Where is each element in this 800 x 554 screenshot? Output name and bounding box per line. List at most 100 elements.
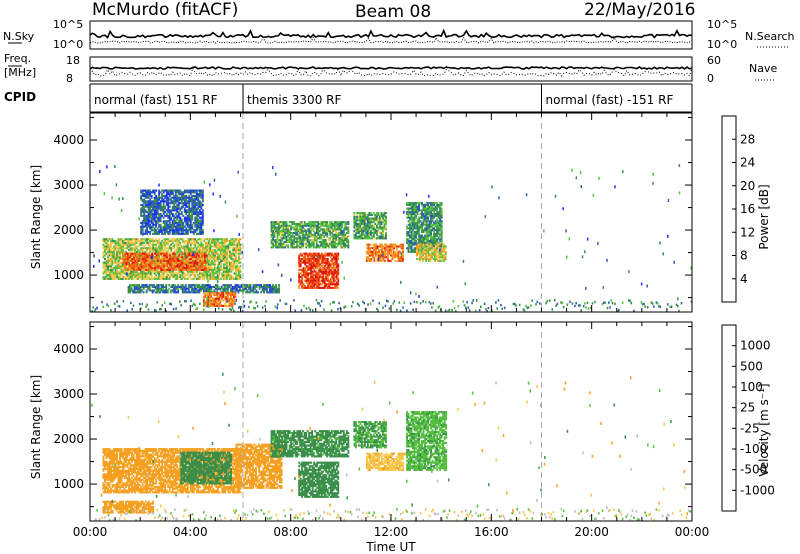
data-cell: [198, 203, 201, 206]
data-cell: [132, 243, 135, 246]
data-cell: [184, 285, 187, 288]
data-cell: [164, 268, 167, 271]
data-cell: [179, 274, 182, 277]
data-cell: [158, 241, 161, 244]
data-cell: [132, 289, 134, 292]
data-cell: [188, 267, 191, 270]
data-cell: [201, 211, 204, 214]
data-cell: [158, 270, 161, 273]
data-cell: [153, 205, 156, 208]
data-cell: [219, 294, 222, 297]
data-cell: [195, 213, 198, 216]
data-cell: [312, 242, 315, 245]
data-cell: [320, 276, 323, 279]
data-cell: [153, 202, 156, 205]
data-cell: [153, 284, 156, 287]
data-cell: [113, 261, 115, 264]
data-cell: [223, 285, 226, 288]
data-cell: [276, 233, 279, 236]
data-cell: [385, 249, 388, 252]
data-cell: [332, 222, 335, 225]
data-cell: [138, 263, 141, 266]
data-cell: [216, 263, 219, 266]
data-cell: [188, 223, 191, 226]
data-cell: [327, 230, 330, 233]
data-cell: [212, 241, 215, 244]
data-cell: [140, 274, 143, 277]
data-cell: [287, 230, 290, 233]
data-cell: [363, 219, 366, 222]
data-cell: [278, 221, 280, 224]
data-cell: [232, 267, 234, 270]
data-cell: [122, 245, 124, 248]
data-cell: [213, 245, 216, 248]
data-cell: [120, 240, 123, 243]
data-cell: [319, 276, 322, 279]
data-cell: [141, 272, 144, 275]
data-cell: [229, 240, 231, 243]
data-cell: [206, 254, 209, 257]
data-cell: [313, 263, 316, 266]
data-cell: [129, 270, 132, 273]
data-cell: [168, 193, 171, 196]
data-cell: [321, 222, 324, 225]
data-cell: [201, 277, 204, 280]
data-cell: [307, 286, 310, 289]
data-cell: [243, 289, 246, 292]
data-cell: [200, 254, 203, 257]
data-cell: [149, 258, 152, 261]
data-cell: [273, 240, 276, 243]
data-cell: [357, 230, 360, 233]
data-cell: [357, 228, 360, 231]
data-cell: [318, 222, 321, 225]
data-cell: [124, 259, 126, 262]
data-cell: [305, 233, 308, 236]
data-cell: [206, 259, 209, 262]
data-cell: [379, 258, 382, 261]
data-cell: [368, 219, 371, 222]
data-cell: [230, 265, 233, 268]
data-cell: [384, 259, 386, 262]
data-cell: [215, 272, 218, 275]
data-cell: [300, 244, 303, 247]
data-cell: [179, 198, 182, 201]
data-cell: [288, 224, 291, 227]
data-cell: [175, 265, 178, 268]
data-cell: [159, 203, 162, 206]
data-cell: [201, 200, 204, 203]
data-cell: [276, 287, 279, 290]
data-cell: [143, 222, 146, 225]
data-cell: [185, 189, 188, 192]
data-cell: [294, 226, 297, 229]
data-cell: [195, 267, 198, 270]
data-cell: [140, 229, 143, 232]
data-cell: [144, 247, 147, 250]
data-cell: [159, 291, 162, 294]
data-cell: [382, 221, 384, 224]
data-cell: [171, 276, 174, 279]
data-cell: [267, 291, 270, 294]
data-cell: [390, 252, 392, 255]
data-cell: [153, 216, 156, 219]
data-cell: [146, 220, 149, 223]
data-cell: [122, 268, 125, 271]
data-cell: [236, 249, 239, 252]
data-cell: [186, 232, 189, 235]
data-cell: [383, 212, 386, 215]
data-cell: [308, 224, 311, 227]
data-cell: [133, 263, 135, 266]
data-cell: [266, 289, 268, 292]
nsky-tick-bottom: 10^0: [53, 38, 83, 51]
data-cell: [141, 211, 144, 214]
data-cell: [212, 238, 215, 241]
data-cell: [363, 226, 366, 229]
data-cell: [126, 245, 129, 248]
data-cell: [104, 247, 106, 250]
data-cell: [305, 279, 308, 282]
data-cell: [169, 261, 172, 264]
data-cell: [311, 252, 314, 255]
data-cell: [226, 263, 228, 266]
data-cell: [194, 229, 197, 232]
data-cell: [192, 232, 195, 235]
data-cell: [273, 287, 276, 290]
